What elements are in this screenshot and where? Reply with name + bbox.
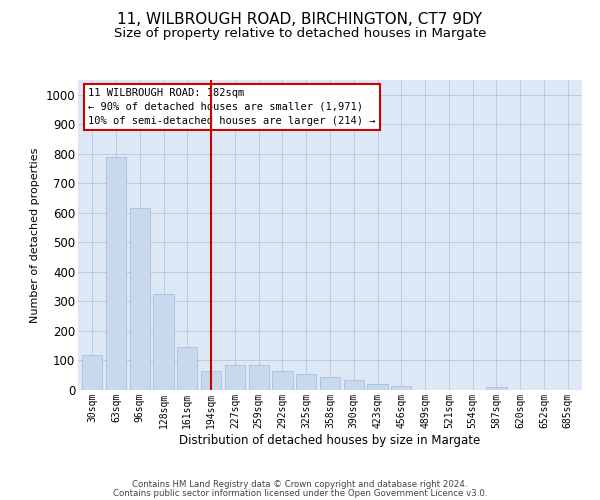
- Bar: [487, 387, 506, 390]
- Bar: [320, 376, 340, 390]
- Bar: [106, 157, 126, 390]
- Bar: [248, 365, 269, 390]
- Bar: [130, 208, 150, 390]
- Bar: [367, 384, 388, 390]
- Bar: [344, 380, 364, 390]
- Bar: [391, 386, 412, 390]
- Text: Contains HM Land Registry data © Crown copyright and database right 2024.: Contains HM Land Registry data © Crown c…: [132, 480, 468, 489]
- Text: 11 WILBROUGH ROAD: 182sqm
← 90% of detached houses are smaller (1,971)
10% of se: 11 WILBROUGH ROAD: 182sqm ← 90% of detac…: [88, 88, 376, 126]
- Text: Size of property relative to detached houses in Margate: Size of property relative to detached ho…: [114, 28, 486, 40]
- X-axis label: Distribution of detached houses by size in Margate: Distribution of detached houses by size …: [179, 434, 481, 446]
- Y-axis label: Number of detached properties: Number of detached properties: [30, 148, 40, 322]
- Text: 11, WILBROUGH ROAD, BIRCHINGTON, CT7 9DY: 11, WILBROUGH ROAD, BIRCHINGTON, CT7 9DY: [118, 12, 482, 28]
- Bar: [177, 347, 197, 390]
- Bar: [296, 374, 316, 390]
- Bar: [82, 354, 103, 390]
- Text: Contains public sector information licensed under the Open Government Licence v3: Contains public sector information licen…: [113, 490, 487, 498]
- Bar: [272, 371, 293, 390]
- Bar: [154, 294, 173, 390]
- Bar: [225, 365, 245, 390]
- Bar: [201, 371, 221, 390]
